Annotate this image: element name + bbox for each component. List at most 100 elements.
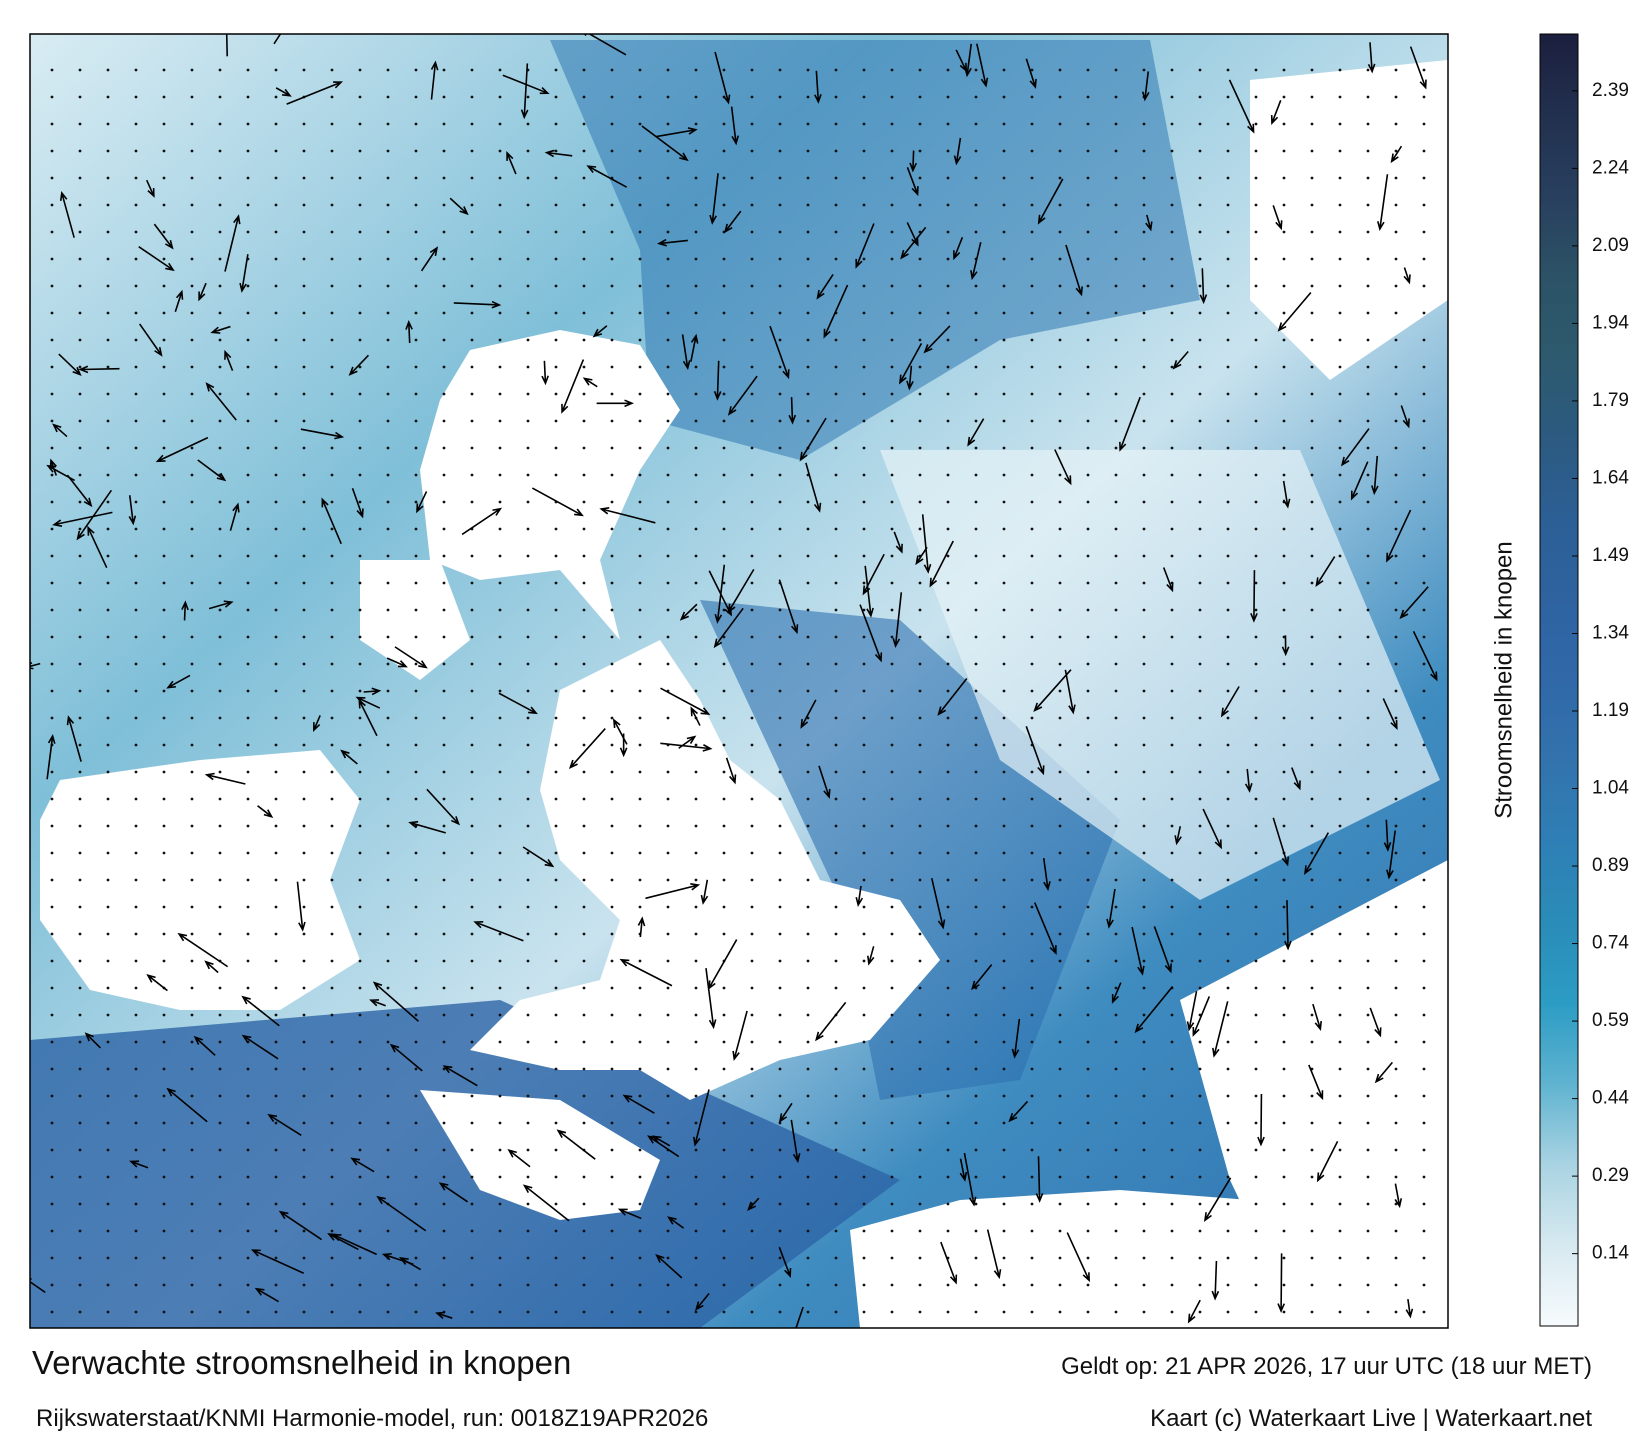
grid-dot — [638, 1310, 642, 1314]
grid-dot — [946, 959, 950, 963]
grid-dot — [358, 446, 362, 450]
grid-dot — [50, 68, 54, 72]
grid-dot — [974, 446, 978, 450]
grid-dot — [1338, 770, 1342, 774]
grid-dot — [946, 257, 950, 261]
grid-dot — [1226, 581, 1230, 585]
grid-dot — [1198, 446, 1202, 450]
grid-dot — [106, 554, 110, 558]
grid-dot — [1170, 905, 1174, 909]
grid-dot — [1394, 149, 1398, 153]
grid-dot — [1086, 986, 1090, 990]
grid-dot — [330, 851, 334, 855]
grid-dot — [1114, 257, 1118, 261]
grid-dot — [1310, 176, 1314, 180]
grid-dot — [1254, 95, 1258, 99]
arrow — [1064, 669, 1076, 715]
arrow — [816, 274, 834, 300]
grid-dot — [974, 878, 978, 882]
arrow — [940, 1241, 958, 1285]
grid-dot — [1394, 284, 1398, 288]
grid-dot — [862, 824, 866, 828]
grid-dot — [1142, 770, 1146, 774]
grid-dot — [190, 230, 194, 234]
grid-dot — [1002, 932, 1006, 936]
grid-dot — [1422, 851, 1426, 855]
grid-dot — [1170, 1148, 1174, 1152]
grid-dot — [1310, 851, 1314, 855]
grid-dot — [750, 1121, 754, 1125]
grid-dot — [330, 1148, 334, 1152]
grid-dot — [246, 932, 250, 936]
grid-dot — [1170, 932, 1174, 936]
grid-dot — [1142, 1256, 1146, 1260]
grid-dot — [106, 905, 110, 909]
grid-dot — [1422, 662, 1426, 666]
grid-dot — [722, 122, 726, 126]
grid-dot — [274, 608, 278, 612]
grid-dot — [694, 527, 698, 531]
grid-dot — [918, 581, 922, 585]
grid-dot — [638, 878, 642, 882]
grid-dot — [1422, 635, 1426, 639]
grid-dot — [442, 1040, 446, 1044]
grid-dot — [1366, 176, 1370, 180]
grid-dot — [274, 824, 278, 828]
grid-dot — [134, 770, 138, 774]
grid-dot — [190, 554, 194, 558]
arrow — [1383, 819, 1392, 852]
grid-dot — [386, 1175, 390, 1179]
grid-dot — [106, 959, 110, 963]
arrow — [909, 150, 917, 173]
grid-dot — [1282, 662, 1286, 666]
grid-dot — [358, 203, 362, 207]
grid-dot — [1114, 1310, 1118, 1314]
grid-dot — [330, 473, 334, 477]
grid-dot — [470, 743, 474, 747]
grid-dot — [1198, 95, 1202, 99]
grid-dot — [1198, 284, 1202, 288]
grid-dot — [78, 473, 82, 477]
arrow — [641, 125, 689, 162]
grid-dot — [106, 851, 110, 855]
grid-dot — [526, 149, 530, 153]
grid-dot — [1002, 581, 1006, 585]
grid-dot — [1254, 1283, 1258, 1287]
grid-dot — [218, 392, 222, 396]
arrow — [769, 325, 790, 380]
grid-dot — [1002, 68, 1006, 72]
grid-dot — [1198, 68, 1202, 72]
grid-dot — [862, 1067, 866, 1071]
grid-dot — [694, 392, 698, 396]
grid-dot — [302, 1067, 306, 1071]
grid-dot — [862, 95, 866, 99]
grid-dot — [1002, 95, 1006, 99]
arrow — [986, 1229, 1002, 1280]
grid-dot — [1282, 932, 1286, 936]
grid-dot — [1394, 581, 1398, 585]
grid-dot — [358, 1121, 362, 1125]
arrow — [929, 540, 954, 588]
grid-dot — [162, 770, 166, 774]
grid-dot — [1422, 500, 1426, 504]
grid-dot — [1422, 311, 1426, 315]
grid-dot — [946, 689, 950, 693]
grid-dot — [1114, 581, 1118, 585]
grid-dot — [862, 257, 866, 261]
grid-dot — [358, 1067, 362, 1071]
grid-dot — [442, 365, 446, 369]
grid-dot — [162, 797, 166, 801]
grid-dot — [666, 1202, 670, 1206]
grid-dot — [1226, 338, 1230, 342]
grid-dot — [1142, 797, 1146, 801]
grid-dot — [1030, 1013, 1034, 1017]
arrow — [49, 458, 58, 476]
arrow — [592, 325, 608, 338]
grid-dot — [1366, 1148, 1370, 1152]
grid-dot — [1394, 824, 1398, 828]
grid-dot — [1394, 905, 1398, 909]
grid-dot — [1394, 1283, 1398, 1287]
grid-dot — [862, 554, 866, 558]
grid-dot — [1226, 365, 1230, 369]
arrow — [612, 718, 628, 745]
